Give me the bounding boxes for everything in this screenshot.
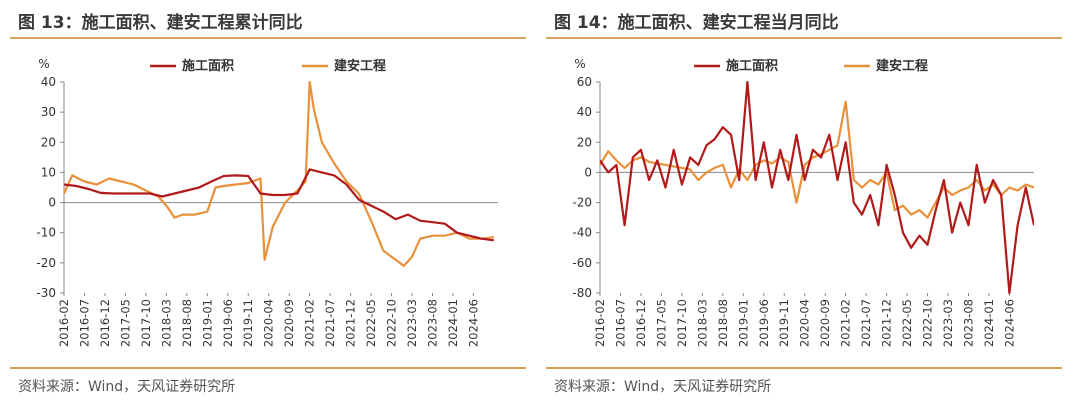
source-divider xyxy=(10,367,526,369)
x-tick-label: 2019-01 xyxy=(200,299,214,347)
x-tick-label: 2018-03 xyxy=(695,299,709,347)
x-tick-label: 2019-11 xyxy=(777,299,791,347)
x-tick-label: 2024-01 xyxy=(982,299,996,347)
x-tick-label: 2016-02 xyxy=(57,299,71,347)
x-tick-label: 2024-01 xyxy=(446,299,460,347)
y-tick-label: -40 xyxy=(572,226,592,240)
legend-label: 建安工程 xyxy=(876,58,928,74)
y-unit-label: % xyxy=(38,57,49,71)
x-tick-label: 2023-08 xyxy=(961,299,975,347)
series-line-installation-works xyxy=(64,80,495,267)
y-tick-label: 40 xyxy=(577,105,592,119)
x-tick-label: 2022-05 xyxy=(364,299,378,347)
y-unit-label: % xyxy=(574,57,585,71)
x-tick-label: 2022-05 xyxy=(900,299,914,347)
source-note: 资料来源：Wind，天风证券研究所 xyxy=(554,379,772,395)
y-tick-label: -20 xyxy=(572,196,592,210)
x-tick-label: 2020-04 xyxy=(262,299,276,347)
x-tick-label: 2016-12 xyxy=(634,299,648,347)
x-tick-label: 2019-06 xyxy=(757,299,771,347)
x-tick-label: 2020-09 xyxy=(818,299,832,347)
x-tick-label: 2018-08 xyxy=(716,299,730,347)
source-note: 资料来源：Wind，天风证券研究所 xyxy=(18,379,236,395)
y-tick-label: 60 xyxy=(577,75,592,89)
y-tick-label: 40 xyxy=(41,75,56,89)
x-tick-label: 2021-02 xyxy=(839,299,853,347)
series-line-construction-area xyxy=(600,80,1034,295)
title-divider xyxy=(546,37,1062,39)
x-tick-label: 2022-10 xyxy=(385,299,399,347)
x-tick-label: 2017-05 xyxy=(654,299,668,347)
x-tick-label: 2019-06 xyxy=(221,299,235,347)
x-tick-label: 2021-12 xyxy=(880,299,894,347)
x-tick-label: 2021-07 xyxy=(323,299,337,347)
x-tick-label: 2023-03 xyxy=(941,299,955,347)
legend-label: 建安工程 xyxy=(334,58,386,74)
x-tick-label: 2019-01 xyxy=(736,299,750,347)
y-tick-label: 20 xyxy=(577,135,592,149)
y-tick-label: -10 xyxy=(36,226,56,240)
y-tick-label: 20 xyxy=(41,135,56,149)
y-tick-label: 0 xyxy=(48,196,56,210)
x-tick-label: 2016-07 xyxy=(77,299,91,347)
x-tick-label: 2017-10 xyxy=(675,299,689,347)
y-tick-label: 30 xyxy=(41,105,56,119)
x-tick-label: 2020-04 xyxy=(798,299,812,347)
x-tick-label: 2016-02 xyxy=(593,299,607,347)
y-tick-label: 0 xyxy=(584,165,592,179)
y-tick-label: -60 xyxy=(572,256,592,270)
x-tick-label: 2022-10 xyxy=(921,299,935,347)
title-divider xyxy=(10,37,526,39)
y-tick-label: -30 xyxy=(36,286,56,300)
legend-label: 施工面积 xyxy=(182,58,234,74)
chart-panel-monthly: 图 14：施工面积、建安工程当月同比 % 60 40 20 0 -20 -40 -60 -80 2… xyxy=(546,0,1062,402)
x-tick-label: 2017-10 xyxy=(139,299,153,347)
x-tick-label: 2024-06 xyxy=(466,299,480,347)
chart-title: 图 14：施工面积、建安工程当月同比 xyxy=(554,13,839,33)
x-tick-label: 2019-11 xyxy=(241,299,255,347)
legend-label: 施工面积 xyxy=(726,58,778,74)
x-tick-label: 2021-12 xyxy=(344,299,358,347)
x-tick-label: 2018-08 xyxy=(180,299,194,347)
source-divider xyxy=(546,367,1062,369)
x-tick-label: 2016-12 xyxy=(98,299,112,347)
x-tick-label: 2020-09 xyxy=(282,299,296,347)
x-tick-label: 2023-03 xyxy=(405,299,419,347)
x-tick-label: 2024-06 xyxy=(1002,299,1016,347)
y-tick-label: -20 xyxy=(36,256,56,270)
chart-title: 图 13：施工面积、建安工程累计同比 xyxy=(18,13,303,33)
y-tick-label: -80 xyxy=(572,286,592,300)
x-tick-label: 2017-05 xyxy=(118,299,132,347)
x-tick-label: 2023-08 xyxy=(425,299,439,347)
chart-panel-cumulative: 图 13：施工面积、建安工程累计同比 % 40 30 20 10 0 -10 -20 -30 20… xyxy=(10,0,526,402)
series-line-construction-area xyxy=(64,168,495,242)
x-tick-label: 2021-07 xyxy=(859,299,873,347)
x-tick-label: 2021-02 xyxy=(303,299,317,347)
x-tick-label: 2018-03 xyxy=(159,299,173,347)
y-tick-label: 10 xyxy=(41,165,56,179)
x-tick-label: 2016-07 xyxy=(613,299,627,347)
series-line-installation-works xyxy=(600,100,1034,219)
